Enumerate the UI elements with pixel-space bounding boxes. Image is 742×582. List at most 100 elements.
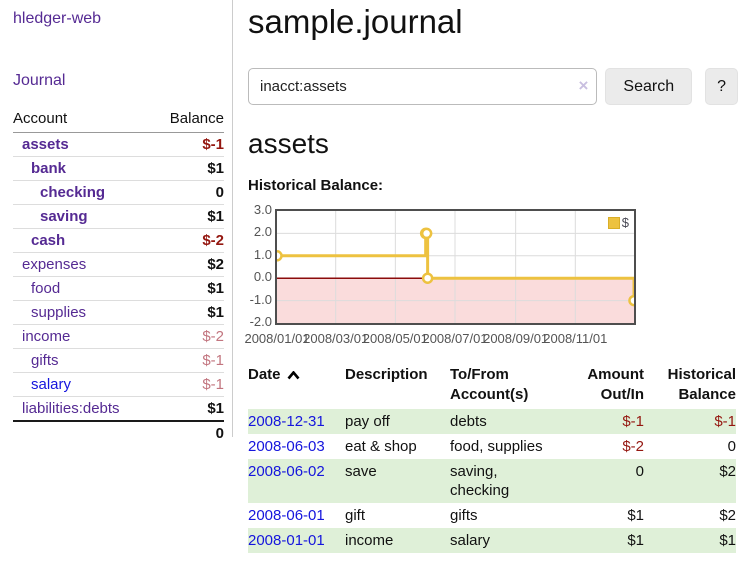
account-row: expenses $2 [13,252,224,277]
x-axis-tick-label: 2008/09/01 [483,331,549,346]
account-link[interactable]: assets [22,136,69,153]
chart-legend: $ [605,214,631,231]
search-bar: × Search ? [248,68,738,105]
transaction-description: income [345,528,450,553]
account-row: assets $-1 [13,133,224,157]
account-balance: $-2 [152,228,224,253]
transaction-row: 2008-12-31 pay off debts $-1 $-1 [248,409,736,434]
account-link[interactable]: liabilities:debts [22,400,120,417]
transaction-date-link[interactable]: 2008-06-01 [248,507,325,524]
y-axis-tick-label: 3.0 [253,202,272,217]
search-button[interactable]: Search [605,68,693,105]
transaction-date-cell[interactable]: 2008-01-01 [248,528,345,553]
account-link[interactable]: supplies [31,304,87,321]
account-link[interactable]: expenses [22,256,87,273]
app-brand-link[interactable]: hledger-web [13,10,102,27]
register-header-description: Description [345,366,428,383]
account-link[interactable]: checking [40,184,106,201]
account-link[interactable]: cash [31,232,66,249]
account-row: gifts $-1 [13,348,224,373]
transaction-balance: $2 [719,507,736,524]
account-row: cash $-2 [13,228,224,253]
transaction-accounts: food, supplies [450,438,543,455]
account-link[interactable]: income [22,328,71,345]
account-link[interactable]: salary [31,376,72,393]
transaction-date-cell[interactable]: 2008-06-03 [248,434,345,459]
account-balance: 0 [152,180,224,205]
transaction-date-link[interactable]: 2008-12-31 [248,413,325,430]
transaction-description: eat & shop [345,438,417,455]
account-title: assets [248,128,329,159]
accounts-table: Account Balance assets $-1 bank $1 checking 0… [13,107,224,445]
account-row: liabilities:debts $1 [13,396,224,421]
accounts-total-row: 0 [13,420,224,445]
y-axis-tick-label: 1.0 [253,246,272,262]
transaction-row: 2008-06-02 save saving, checking 0 $2 [248,459,736,503]
account-balance: $-2 [152,324,224,349]
transaction-row: 2008-01-01 income salary $1 $1 [248,528,736,553]
sidebar: hledger-web Journal Account Balance asse… [0,0,233,445]
chart-plot-area: $ [275,209,636,325]
account-link[interactable]: food [31,280,61,297]
register-header-amount: Amount Out/In [587,366,644,403]
help-button[interactable]: ? [705,68,738,105]
accounts-header-balance: Balance [152,107,224,133]
transaction-date-link[interactable]: 2008-06-02 [248,463,325,480]
transaction-date-cell[interactable]: 2008-06-01 [248,503,345,528]
account-row: supplies $1 [13,300,224,325]
transaction-amount: $-2 [622,438,644,455]
account-row: salary $-1 [13,372,224,397]
accounts-header-account: Account [13,107,153,133]
account-balance: $2 [152,252,224,277]
transaction-date-link[interactable]: 2008-06-03 [248,438,325,455]
account-link[interactable]: gifts [31,352,59,369]
account-link[interactable]: bank [31,160,67,177]
sort-ascending-icon [287,370,300,380]
account-row: bank $1 [13,156,224,181]
transaction-date-cell[interactable]: 2008-06-02 [248,459,345,503]
y-axis-tick-label: -2.0 [249,314,272,329]
y-axis-tick-label: 2.0 [253,224,272,240]
account-balance: $1 [152,300,224,325]
transaction-date-link[interactable]: 2008-01-01 [248,532,325,549]
register-header-accounts: To/From Account(s) [450,366,529,403]
transaction-row: 2008-06-01 gift gifts $1 $2 [248,503,736,528]
register-header-balance: Historical Balance [667,366,736,403]
transaction-amount: 0 [580,459,644,503]
transaction-balance: $1 [644,528,736,553]
page-title: sample.journal [248,3,463,40]
x-axis-tick-label: 2008/03/01 [303,331,369,346]
transaction-description: gift [345,507,366,524]
account-balance: $-1 [152,348,224,373]
transaction-description: pay off [345,409,450,434]
account-balance: $1 [152,276,224,301]
x-axis-tick-label: 2008/07/01 [422,331,488,346]
historical-balance-chart: $ 3.0 2.0 1.0 0.0 -1.0 -2.0 2008/01/01 2008/03/… [244,203,738,346]
accounts-total-balance: 0 [152,420,224,445]
account-link[interactable]: saving [40,208,88,225]
account-balance: $1 [152,204,224,229]
legend-label: $ [621,215,629,230]
chart-title: Historical Balance: [248,177,384,194]
search-input[interactable] [248,68,598,105]
account-row: food $1 [13,276,224,301]
main-content: sample.journal × Search ? assets Histori… [244,0,738,553]
transaction-balance: $2 [644,459,736,503]
transaction-amount: $1 [580,528,644,553]
x-axis-tick-label: 2008/05/01 [362,331,428,346]
transaction-amount: $1 [627,507,644,524]
transaction-accounts: saving, checking [450,459,580,503]
legend-swatch [607,216,620,229]
sidebar-item-journal[interactable]: Journal [13,72,66,89]
account-balance: $1 [152,156,224,181]
account-balance: $1 [152,396,224,421]
x-axis-tick-label: 2008/01/01 [244,331,310,346]
transaction-accounts: gifts [450,507,478,524]
register-header-date[interactable]: Date [248,363,345,409]
transaction-balance: $-1 [644,409,736,434]
transaction-date-cell[interactable]: 2008-12-31 [248,409,345,434]
transaction-balance: 0 [727,438,736,455]
clear-search-icon[interactable]: × [578,76,589,95]
account-row: saving $1 [13,204,224,229]
transaction-row: 2008-06-03 eat & shop food, supplies $-2 0 [248,434,736,459]
